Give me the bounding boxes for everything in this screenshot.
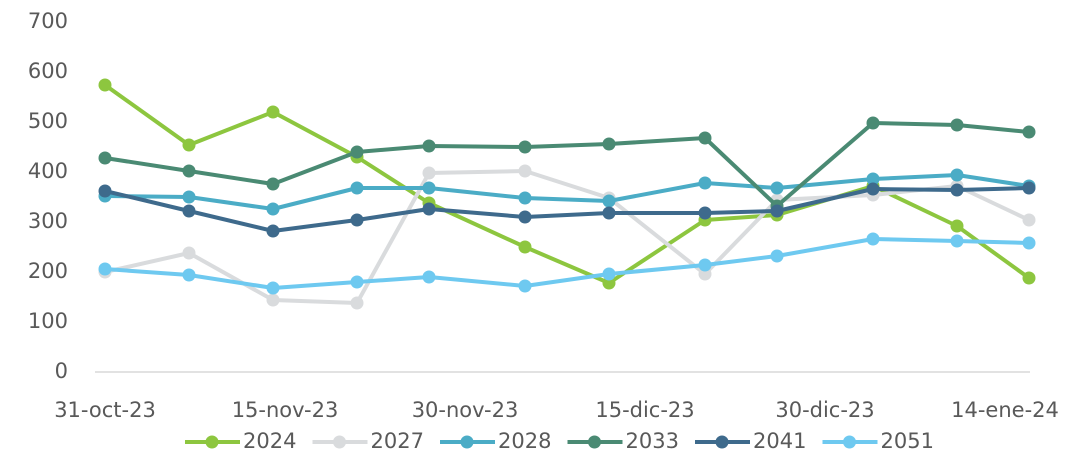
y-tick-label: 0 bbox=[55, 359, 68, 383]
point bbox=[98, 78, 112, 92]
point bbox=[950, 183, 964, 197]
point bbox=[518, 191, 532, 205]
point bbox=[182, 138, 196, 152]
point bbox=[950, 118, 964, 132]
series-line bbox=[104, 237, 1030, 290]
legend-label: 2027 bbox=[371, 429, 424, 453]
point bbox=[866, 182, 880, 196]
point bbox=[422, 270, 436, 284]
y-tick-label: 100 bbox=[28, 309, 68, 333]
legend-marker bbox=[843, 435, 856, 449]
legend-marker bbox=[460, 435, 474, 449]
point bbox=[422, 181, 436, 195]
y-tick-label: 200 bbox=[28, 259, 68, 283]
y-tick-label: 700 bbox=[28, 9, 68, 33]
legend-marker bbox=[588, 435, 601, 449]
point bbox=[1022, 271, 1036, 285]
point bbox=[602, 137, 616, 151]
point bbox=[1022, 125, 1036, 139]
point bbox=[350, 145, 364, 159]
point bbox=[698, 131, 712, 145]
point bbox=[266, 293, 280, 307]
point bbox=[698, 258, 712, 272]
x-tick-label: 30-nov-23 bbox=[412, 398, 519, 422]
point bbox=[182, 190, 196, 204]
point bbox=[518, 279, 532, 293]
legend-marker bbox=[205, 435, 219, 449]
point bbox=[350, 181, 364, 195]
point bbox=[266, 105, 280, 119]
point bbox=[1022, 236, 1036, 250]
point bbox=[1022, 181, 1036, 195]
series-line bbox=[104, 186, 1030, 233]
point bbox=[770, 181, 784, 195]
point bbox=[350, 296, 364, 310]
point bbox=[602, 276, 616, 290]
x-tick-label: 15-dic-23 bbox=[595, 398, 694, 422]
point bbox=[950, 168, 964, 182]
point bbox=[518, 164, 532, 178]
point bbox=[950, 234, 964, 248]
point bbox=[182, 246, 196, 260]
legend-label: 2024 bbox=[243, 429, 296, 453]
point bbox=[98, 151, 112, 165]
x-tick-label: 30-dic-23 bbox=[775, 398, 874, 422]
legend-label: 2041 bbox=[753, 429, 806, 453]
point bbox=[602, 206, 616, 220]
y-tick-label: 300 bbox=[28, 209, 68, 233]
point bbox=[518, 210, 532, 224]
point bbox=[602, 267, 616, 281]
x-tick-label: 14-ene-24 bbox=[951, 398, 1059, 422]
point bbox=[350, 213, 364, 227]
point bbox=[350, 275, 364, 289]
point bbox=[266, 202, 280, 216]
y-tick-label: 400 bbox=[28, 159, 68, 183]
point bbox=[422, 202, 436, 216]
series-line bbox=[104, 121, 1030, 208]
series-line bbox=[104, 173, 1030, 211]
point bbox=[866, 232, 880, 246]
legend-marker bbox=[715, 435, 729, 449]
point bbox=[182, 268, 196, 282]
x-tick-label: 15-nov-23 bbox=[232, 398, 339, 422]
point bbox=[182, 204, 196, 218]
point bbox=[518, 140, 532, 154]
point bbox=[770, 249, 784, 263]
point bbox=[698, 206, 712, 220]
point bbox=[602, 194, 616, 208]
point bbox=[98, 184, 112, 198]
point bbox=[266, 177, 280, 191]
legend-label: 2033 bbox=[626, 429, 679, 453]
point bbox=[866, 172, 880, 186]
point bbox=[770, 204, 784, 218]
point bbox=[950, 219, 964, 233]
point bbox=[266, 224, 280, 238]
point bbox=[698, 176, 712, 190]
point bbox=[1022, 213, 1036, 227]
y-tick-label: 600 bbox=[28, 59, 68, 83]
legend-label: 2051 bbox=[881, 429, 934, 453]
y-tick-label: 500 bbox=[28, 109, 68, 133]
point bbox=[518, 240, 532, 254]
point bbox=[698, 267, 712, 281]
point bbox=[422, 139, 436, 153]
x-tick-label: 31-oct-23 bbox=[54, 398, 156, 422]
point bbox=[866, 116, 880, 130]
legend-label: 2028 bbox=[498, 429, 551, 453]
legend-marker bbox=[333, 435, 346, 449]
series-line bbox=[104, 169, 1030, 305]
point bbox=[98, 262, 112, 276]
point bbox=[266, 281, 280, 295]
point bbox=[422, 166, 436, 180]
point bbox=[182, 164, 196, 178]
